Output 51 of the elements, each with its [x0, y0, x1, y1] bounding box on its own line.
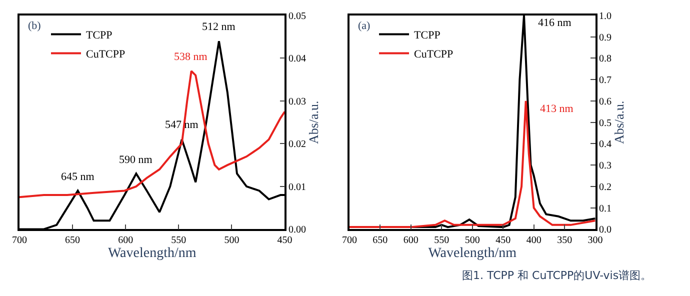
y-tick-label: 0.8 — [599, 54, 612, 65]
legend-label: TCPP — [414, 30, 440, 42]
x-tick-label: 450 — [277, 234, 292, 246]
x-tick-label: 650 — [65, 234, 80, 246]
line-series — [19, 70, 285, 198]
x-tick-label: 500 — [224, 234, 240, 246]
legend-label: TCPP — [86, 30, 112, 42]
y-tick-label: 0.7 — [599, 75, 612, 86]
y-tick-label: 0.00 — [288, 224, 306, 236]
x-tick-label: 600 — [118, 234, 134, 246]
y-tick-label: 1.0 — [599, 10, 612, 22]
y-tick-label: 0.03 — [288, 96, 306, 108]
x-axis-title: Wavelength/nm — [428, 246, 517, 261]
line-series — [349, 100, 596, 228]
x-tick-label: 700 — [342, 234, 357, 246]
y-tick-label: 0.9 — [599, 32, 612, 44]
x-tick-label: 350 — [557, 234, 572, 246]
annotation: 590 nm — [119, 154, 153, 166]
annotation: 645 nm — [61, 171, 95, 183]
annotation: 512 nm — [202, 21, 236, 33]
y-tick-label: 0.04 — [288, 54, 306, 65]
y-tick-label: 0.05 — [288, 10, 306, 22]
annotation: 413 nm — [540, 103, 574, 115]
x-tick-label: 400 — [526, 234, 542, 246]
legend-label: CuTCPP — [414, 48, 454, 61]
x-tick-label: 700 — [12, 234, 27, 246]
y-tick-label: 0.2 — [599, 182, 612, 193]
y-tick-label: 0.3 — [599, 160, 612, 172]
annotation: (a) — [358, 20, 371, 32]
x-tick-label: 550 — [171, 234, 186, 246]
x-tick-label: 600 — [403, 234, 418, 246]
y-tick-label: 0.01 — [288, 182, 306, 193]
annotation: 538 nm — [174, 51, 208, 63]
legend-label: CuTCPP — [86, 48, 126, 61]
y-tick-label: 0.0 — [599, 224, 612, 236]
x-tick-label: 300 — [588, 234, 603, 246]
y-tick-label: 0.4 — [599, 139, 612, 150]
y-tick-label: 0.6 — [599, 96, 612, 108]
x-tick-label: 550 — [434, 234, 450, 246]
x-tick-label: 650 — [372, 234, 388, 246]
y-tick-label: 0.1 — [599, 203, 612, 214]
y-axis-title: Abs/a.u. — [612, 100, 627, 144]
y-tick-label: 0.02 — [288, 139, 306, 150]
y-tick-label: 0.5 — [599, 118, 612, 129]
annotation: 416 nm — [538, 17, 572, 29]
x-tick-label: 500 — [464, 234, 480, 246]
caption: 图1. TCPP 和 CuTCPP的UV-vis谱图。 — [462, 269, 652, 282]
x-axis-title: Wavelength/nm — [108, 246, 196, 261]
x-tick-label: 450 — [496, 234, 511, 246]
y-axis-title: Abs/a.u. — [306, 100, 322, 144]
annotation: (b) — [28, 20, 42, 32]
